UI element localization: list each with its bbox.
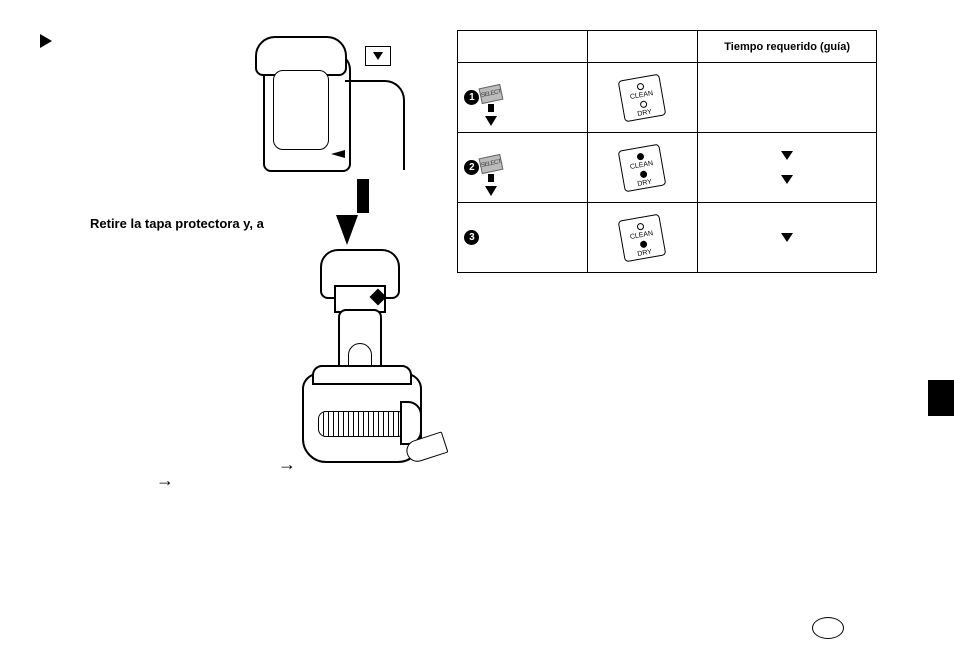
select-badge-icon: SELECT — [479, 84, 504, 104]
dry-indicator-ring — [640, 170, 648, 178]
shaver-inner-shape — [273, 70, 329, 150]
step-number-badge: 2 — [464, 160, 479, 175]
page-root: Retire la tapa protectora y, a → → — [0, 0, 954, 671]
clean-dry-badge-icon: CLEAN DRY — [618, 143, 667, 192]
arrow-shaft-icon — [488, 104, 494, 112]
down-triangle-icon — [781, 151, 793, 160]
badge-label-clean: CLEAN — [630, 230, 654, 241]
badge-label-dry: DRY — [637, 108, 653, 117]
step-number-badge: 3 — [464, 230, 479, 245]
select-badge-icon: SELECT — [479, 154, 504, 174]
badge-label-dry: DRY — [637, 178, 653, 187]
base-top-shape — [312, 365, 412, 385]
badge-label-clean: CLEAN — [630, 90, 654, 101]
small-arrow-down-icon — [365, 46, 391, 66]
arrow-down-icon — [485, 186, 497, 196]
table-row: 1 SELECT CLEAN DRY — [458, 63, 877, 133]
table-cell-time — [697, 203, 877, 273]
clean-indicator-ring — [636, 82, 644, 90]
table-cell-mode: CLEAN DRY — [588, 133, 698, 203]
left-column: Retire la tapa protectora y, a → → — [40, 30, 437, 641]
arrow-down-icon — [485, 116, 497, 126]
badge-label-dry: DRY — [637, 248, 653, 257]
big-arrow-down-icon — [336, 215, 358, 245]
table-header-empty-1 — [458, 31, 588, 63]
table-header-time: Tiempo requerido (guía) — [697, 31, 877, 63]
table-cell-time — [697, 133, 877, 203]
clean-indicator-ring — [636, 152, 644, 160]
page-edge-tab — [928, 380, 954, 416]
table-row: 2 SELECT CLEAN DRY — [458, 133, 877, 203]
dry-indicator-ring — [640, 100, 648, 108]
table-header-empty-2 — [588, 31, 698, 63]
table-row: 3 CLEAN DRY — [458, 203, 877, 273]
badge-label-clean: CLEAN — [630, 160, 654, 171]
table-header-row: Tiempo requerido (guía) — [458, 31, 877, 63]
dry-indicator-ring — [640, 240, 648, 248]
page-number-oval — [812, 617, 844, 639]
table-cell-mode: CLEAN DRY — [588, 63, 698, 133]
step-heading: Retire la tapa protectora y, a — [90, 216, 264, 231]
clean-indicator-ring — [636, 222, 644, 230]
illustration-shaver-top — [255, 40, 425, 180]
play-triangle-icon — [40, 34, 52, 48]
step-number-badge: 1 — [464, 90, 479, 105]
base-grill-shape — [318, 411, 406, 437]
arrow-right-icon: → — [156, 470, 174, 491]
arrow-right-icon: → — [278, 454, 296, 475]
lip-arrow-left-icon — [331, 150, 345, 158]
table-cell-step: 1 SELECT — [458, 63, 588, 133]
down-triangle-icon — [781, 175, 793, 184]
down-triangle-icon — [781, 233, 793, 242]
table-cell-time — [697, 63, 877, 133]
big-arrow-shaft — [357, 179, 369, 213]
clean-dry-badge-icon: CLEAN DRY — [618, 213, 667, 262]
right-column: Tiempo requerido (guía) 1 SELECT — [437, 30, 904, 641]
arrow-shaft-icon — [488, 174, 494, 182]
table-cell-step: 2 SELECT — [458, 133, 588, 203]
cord-shape — [345, 80, 405, 170]
clean-dry-badge-icon: CLEAN DRY — [618, 73, 667, 122]
table-cell-mode: CLEAN DRY — [588, 203, 698, 273]
table-cell-step: 3 — [458, 203, 588, 273]
mode-table: Tiempo requerido (guía) 1 SELECT — [457, 30, 877, 273]
